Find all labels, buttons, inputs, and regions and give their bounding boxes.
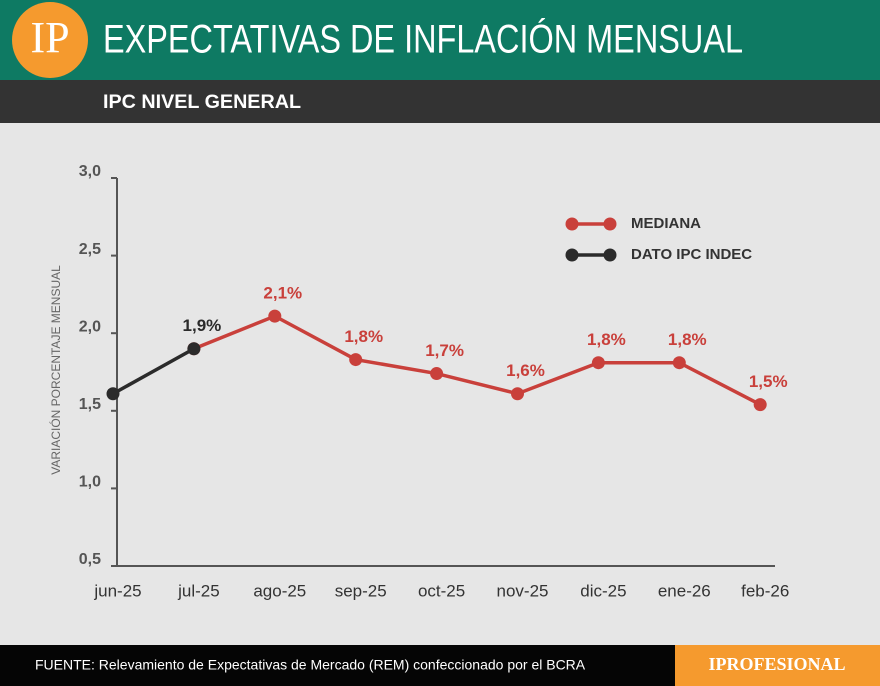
brand: IPROFESIONAL	[708, 654, 845, 674]
data-label: 2,1%	[263, 284, 302, 303]
y-tick-label: 0,5	[79, 551, 101, 568]
data-label: 1,6%	[506, 361, 545, 380]
y-tick-label: 3,0	[79, 163, 101, 180]
data-label: 1,7%	[425, 341, 464, 360]
data-label: 1,5%	[749, 372, 788, 391]
legend-marker	[603, 217, 617, 231]
y-tick-label: 1,0	[79, 474, 101, 491]
data-point	[672, 356, 686, 370]
data-point	[106, 387, 120, 401]
data-point	[753, 398, 767, 412]
data-point	[511, 387, 524, 401]
y-tick-label: 2,5	[79, 241, 101, 258]
y-axis-label: VARIACIÓN PORCENTAJE MENSUAL	[48, 265, 63, 475]
data-label: 1,8%	[587, 330, 626, 349]
data-point	[187, 342, 201, 356]
subheader-band	[0, 80, 880, 123]
y-tick-label: 2,0	[79, 318, 101, 335]
data-point	[430, 367, 444, 381]
data-label: 1,9%	[183, 316, 222, 335]
x-tick-label: dic-25	[580, 581, 626, 600]
source-note: FUENTE: Relevamiento de Expectativas de …	[35, 657, 586, 673]
y-tick-label: 1,5	[79, 396, 101, 413]
brand-box	[675, 645, 880, 686]
chart-subtitle: IPC NIVEL GENERAL	[103, 92, 301, 113]
x-tick-label: feb-26	[741, 581, 789, 600]
data-point	[591, 356, 605, 370]
chart-title: EXPECTATIVAS DE INFLACIÓN MENSUAL	[103, 17, 743, 62]
legend-marker	[565, 248, 579, 262]
logo: IP	[30, 13, 69, 62]
x-tick-label: jun-25	[93, 581, 141, 600]
legend-marker	[565, 217, 579, 231]
header-band	[0, 0, 880, 80]
legend-marker	[603, 248, 617, 262]
x-tick-label: ago-25	[253, 581, 306, 600]
legend-label: DATO IPC INDEC	[631, 246, 752, 263]
x-tick-label: nov-25	[497, 581, 549, 600]
series-line	[112, 347, 195, 396]
series-line	[193, 314, 762, 407]
x-tick-label: oct-25	[418, 581, 465, 600]
data-label: 1,8%	[668, 330, 707, 349]
x-tick-label: jul-25	[177, 581, 220, 600]
legend-label: MEDIANA	[631, 215, 701, 232]
logo-circle	[12, 2, 88, 78]
data-point	[268, 309, 282, 323]
x-tick-label: ene-26	[658, 581, 711, 600]
data-label: 1,8%	[344, 327, 383, 346]
x-tick-label: sep-25	[335, 581, 387, 600]
data-point	[349, 353, 363, 367]
chart-area	[0, 123, 880, 645]
